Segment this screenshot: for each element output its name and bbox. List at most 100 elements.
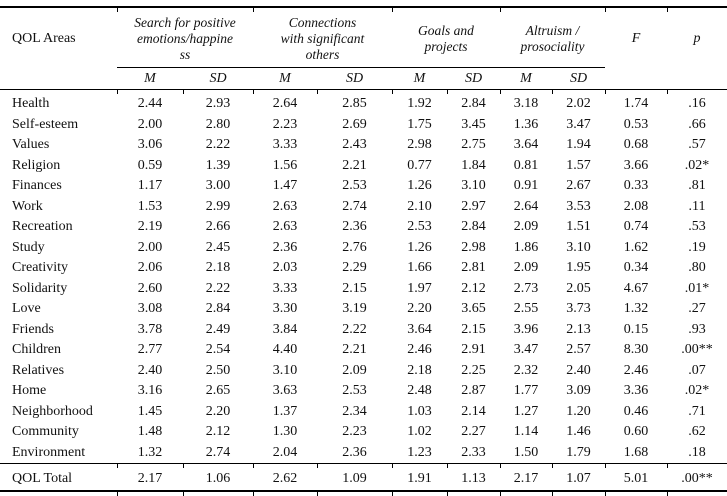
value-cell: 3.78 [117, 320, 183, 341]
value-cell: 1.46 [552, 422, 605, 443]
value-cell: 1.79 [552, 443, 605, 464]
value-cell: 2.85 [317, 94, 392, 115]
value-cell: .00** [667, 340, 727, 361]
value-cell: 2.17 [500, 468, 552, 491]
value-cell: 2.25 [447, 361, 500, 382]
value-cell: 3.06 [117, 135, 183, 156]
value-cell: .02* [667, 381, 727, 402]
qol-areas-header: QOL Areas [0, 12, 117, 90]
value-cell: 4.40 [253, 340, 317, 361]
value-cell: 1.53 [117, 197, 183, 218]
value-cell: .07 [667, 361, 727, 382]
value-cell: .53 [667, 217, 727, 238]
value-cell: 3.64 [392, 320, 447, 341]
value-cell: 3.63 [253, 381, 317, 402]
value-cell: 2.09 [500, 258, 552, 279]
value-cell: 2.53 [317, 176, 392, 197]
value-cell: .81 [667, 176, 727, 197]
value-cell: 3.10 [253, 361, 317, 382]
value-cell: 0.46 [605, 402, 667, 423]
value-cell: 1.66 [392, 258, 447, 279]
value-cell: 3.45 [447, 115, 500, 136]
value-cell: 0.59 [117, 156, 183, 177]
value-cell: 3.66 [605, 156, 667, 177]
sd-header: SD [317, 68, 392, 90]
value-cell: 2.97 [447, 197, 500, 218]
value-cell: 3.30 [253, 299, 317, 320]
value-cell: 1.51 [552, 217, 605, 238]
area-cell: Neighborhood [0, 402, 117, 423]
value-cell: 2.69 [317, 115, 392, 136]
value-cell: 0.15 [605, 320, 667, 341]
value-cell: 1.39 [183, 156, 253, 177]
value-cell: 3.18 [500, 94, 552, 115]
value-cell: 3.96 [500, 320, 552, 341]
area-cell: Finances [0, 176, 117, 197]
area-cell: Love [0, 299, 117, 320]
value-cell: 2.84 [183, 299, 253, 320]
value-cell: 3.09 [552, 381, 605, 402]
value-cell: 1.97 [392, 279, 447, 300]
value-cell: 0.34 [605, 258, 667, 279]
value-cell: 4.67 [605, 279, 667, 300]
value-cell: 0.81 [500, 156, 552, 177]
value-cell: 2.36 [317, 217, 392, 238]
value-cell: 3.84 [253, 320, 317, 341]
area-cell: Children [0, 340, 117, 361]
value-cell: 2.91 [447, 340, 500, 361]
value-cell: .01* [667, 279, 727, 300]
value-cell: 2.60 [117, 279, 183, 300]
value-cell: 1.75 [392, 115, 447, 136]
value-cell: 3.64 [500, 135, 552, 156]
value-cell: 1.26 [392, 238, 447, 259]
value-cell: 1.27 [500, 402, 552, 423]
f-column-header: F [605, 12, 667, 90]
value-cell: .66 [667, 115, 727, 136]
value-cell: 2.45 [183, 238, 253, 259]
value-cell: 2.02 [552, 94, 605, 115]
value-cell: 2.43 [317, 135, 392, 156]
value-cell: 2.73 [500, 279, 552, 300]
value-cell: 2.99 [183, 197, 253, 218]
value-cell: .19 [667, 238, 727, 259]
value-cell: 2.29 [317, 258, 392, 279]
group-header-connections-others: Connections with significant others [253, 12, 392, 68]
value-cell: 2.23 [253, 115, 317, 136]
group-header-goals-projects: Goals and projects [392, 12, 500, 68]
value-cell: 1.36 [500, 115, 552, 136]
value-cell: 2.00 [117, 238, 183, 259]
value-cell: 0.33 [605, 176, 667, 197]
value-cell: 2.32 [500, 361, 552, 382]
value-cell: 2.18 [392, 361, 447, 382]
value-cell: .71 [667, 402, 727, 423]
value-cell: 3.33 [253, 279, 317, 300]
value-cell: 2.67 [552, 176, 605, 197]
area-cell: Religion [0, 156, 117, 177]
value-cell: 1.32 [117, 443, 183, 464]
value-cell: 1.30 [253, 422, 317, 443]
value-cell: 2.53 [317, 381, 392, 402]
value-cell: 1.07 [552, 468, 605, 491]
value-cell: 3.65 [447, 299, 500, 320]
area-cell: Relatives [0, 361, 117, 382]
header-row-groups: QOL Areas Search for positive emotions/h… [0, 12, 727, 68]
value-cell: 2.15 [317, 279, 392, 300]
value-cell: 1.92 [392, 94, 447, 115]
m-header: M [117, 68, 183, 90]
value-cell: 1.86 [500, 238, 552, 259]
value-cell: 2.74 [317, 197, 392, 218]
value-cell: .16 [667, 94, 727, 115]
value-cell: 2.80 [183, 115, 253, 136]
value-cell: 2.93 [183, 94, 253, 115]
value-cell: 3.47 [552, 115, 605, 136]
